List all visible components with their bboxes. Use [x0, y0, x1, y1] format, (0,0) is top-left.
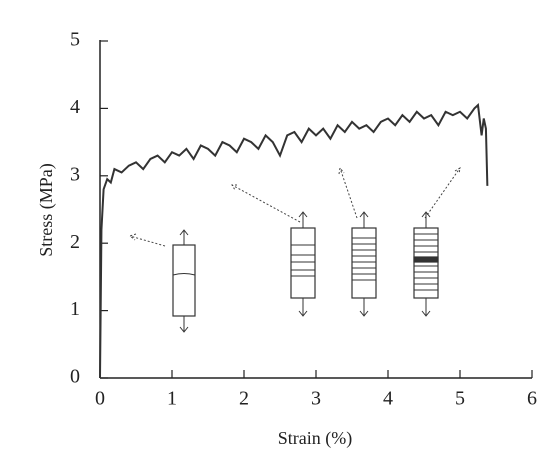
x-tick-label: 4	[383, 388, 393, 410]
y-tick-label: 2	[70, 231, 80, 253]
y-tick-label: 1	[70, 298, 80, 320]
x-tick-label: 1	[167, 388, 177, 410]
y-tick-label: 0	[70, 366, 80, 388]
y-tick-label: 3	[70, 163, 80, 185]
x-tick-label: 6	[527, 388, 537, 410]
stress-strain-curve	[99, 102, 489, 379]
insets	[128, 166, 461, 333]
x-tick-label: 2	[239, 388, 249, 410]
x-tick-label: 5	[455, 388, 465, 410]
y-axis-label: Stress (MPa)	[36, 163, 57, 257]
y-tick-label: 5	[70, 29, 80, 51]
x-axis-label: Strain (%)	[278, 428, 352, 449]
x-tick-label: 3	[311, 388, 321, 410]
y-tick-label: 4	[70, 96, 80, 118]
x-tick-label: 0	[95, 388, 105, 410]
